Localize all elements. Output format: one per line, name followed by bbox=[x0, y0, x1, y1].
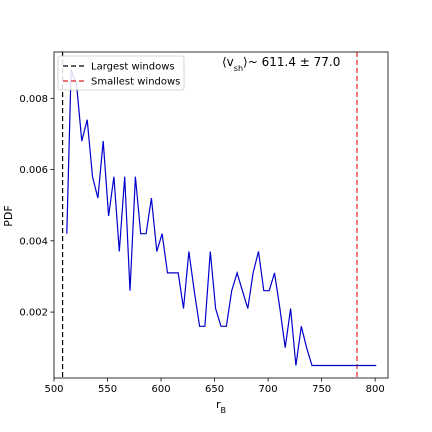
x-axis-label-subscript: B bbox=[221, 406, 227, 415]
y-tick-label: 0.002 bbox=[19, 308, 48, 319]
y-tick-label: 0.004 bbox=[19, 236, 48, 247]
annotation-value: ⟩~ 611.4 ± 77.0 bbox=[243, 55, 340, 69]
legend-entry: Largest windows bbox=[91, 62, 175, 73]
annotation-open: ⟨v bbox=[222, 55, 234, 69]
x-tick-label: 750 bbox=[312, 384, 331, 395]
x-tick-label: 500 bbox=[44, 384, 63, 395]
x-tick-label: 800 bbox=[366, 384, 385, 395]
x-axis-label-main: r bbox=[216, 398, 221, 411]
plot-area: 500 550 600 650 700 750 800 0.002 0.004 0.006 0.00… bbox=[19, 51, 389, 395]
x-tick-label: 700 bbox=[259, 384, 278, 395]
plot-frame bbox=[53, 51, 389, 379]
pdf-series-line bbox=[66, 69, 377, 367]
x-tick-label: 550 bbox=[98, 384, 117, 395]
y-axis-label: PDF bbox=[2, 205, 15, 226]
annotation-subscript: sh bbox=[234, 64, 243, 73]
x-axis-label: rB bbox=[216, 398, 226, 415]
y-tick-label: 0.008 bbox=[19, 94, 48, 105]
x-tick-label: 600 bbox=[152, 384, 171, 395]
legend-box bbox=[57, 55, 185, 91]
y-tick-label: 0.006 bbox=[19, 165, 48, 176]
legend-entry: Smallest windows bbox=[91, 77, 180, 88]
legend: Largest windows Smallest windows bbox=[57, 55, 185, 91]
mean-annotation: ⟨vsh⟩~ 611.4 ± 77.0 bbox=[222, 55, 340, 73]
x-tick-label: 650 bbox=[205, 384, 224, 395]
